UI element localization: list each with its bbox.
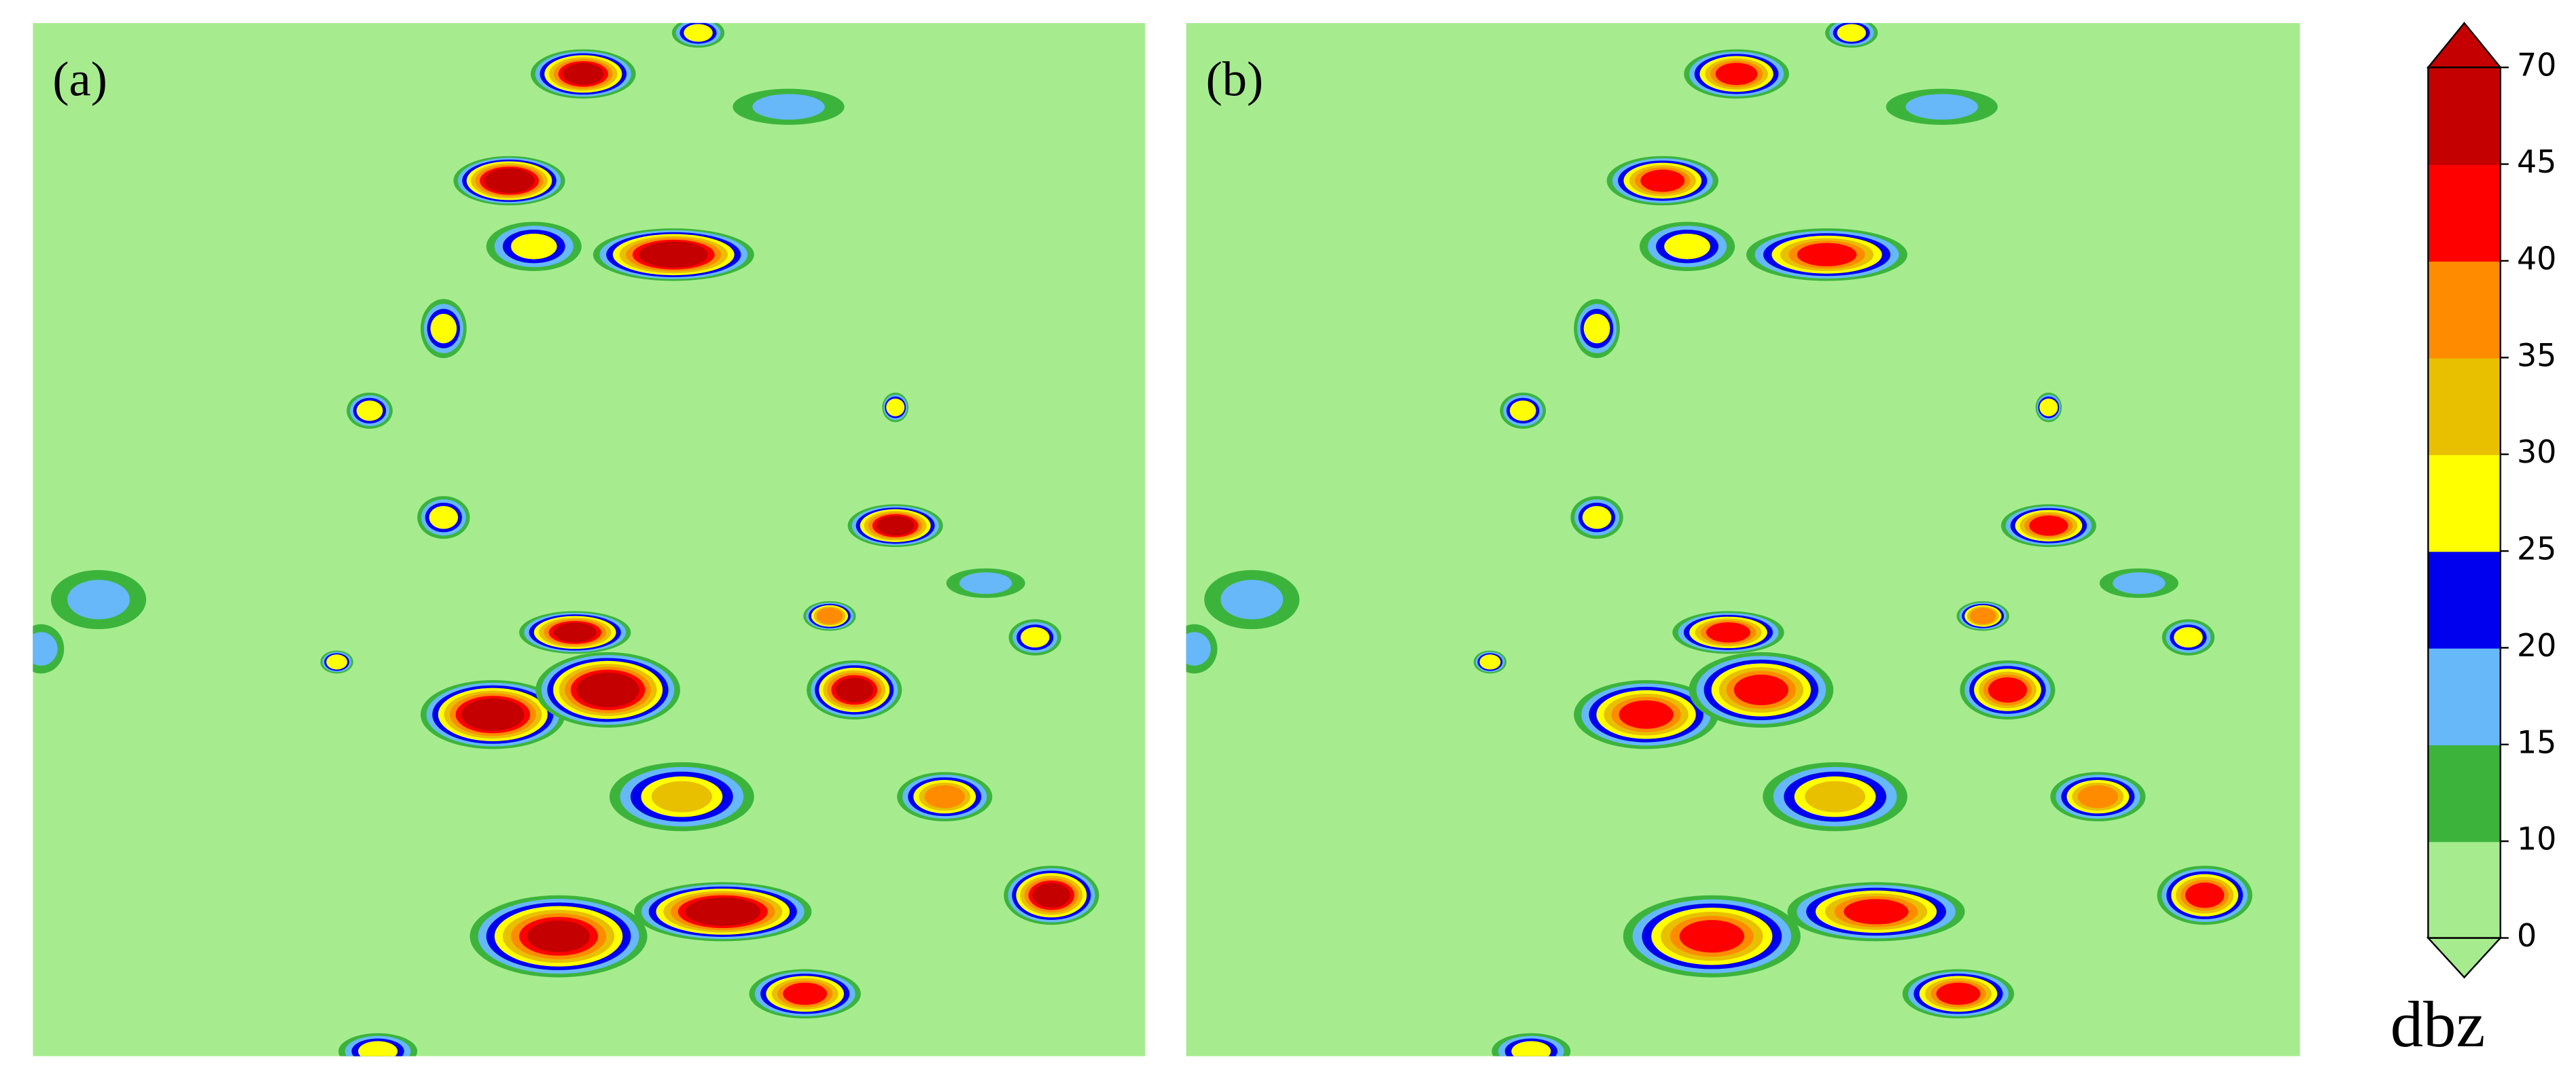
echo-cell [461,698,525,731]
echo-cell [1582,505,1612,529]
echo-cell [684,24,713,42]
colorbar-segment [2428,164,2501,262]
echo-cell [1969,607,1996,624]
colorbar-tick-label: 10 [2517,821,2556,857]
colorbar-segment [2428,551,2501,649]
echo-cell [2077,785,2119,808]
echo-cell [1664,233,1710,260]
echo-cell [356,400,383,421]
echo-cell [1640,169,1685,192]
echo-cell [1715,63,1758,86]
panel-label: (a) [52,51,107,106]
echo-cell [2174,627,2203,648]
colorbar-segment [2428,260,2501,359]
colorbar-segment [2428,647,2501,746]
echo-cell [527,920,590,953]
colorbar-tick-label: 25 [2517,531,2556,567]
echo-cell [783,982,828,1006]
echo-cell [510,233,557,260]
colorbar-extend-low [2426,937,2503,979]
echo-cell [67,580,130,620]
echo-cell [685,897,761,926]
map-background [33,22,1146,1056]
colorbar-tick-label: 35 [2517,337,2556,374]
echo-cell [326,654,348,670]
echo-cell [1733,675,1788,705]
echo-cell [2185,883,2225,908]
colorbar-tick-label: 45 [2517,143,2556,180]
echo-cell [358,1041,398,1056]
echo-cell [835,677,874,702]
echo-cell [33,632,58,666]
echo-cell [1583,313,1610,344]
colorbar-tick-label: 15 [2517,724,2556,760]
echo-cell [484,168,535,194]
echo-cell [2029,515,2068,536]
echo-cell [430,313,457,344]
colorbar-tick-label: 40 [2517,240,2556,277]
echo-cell [1679,920,1744,953]
echo-cell [1936,982,1981,1006]
echo-cell [1843,899,1909,925]
map-background [1186,22,2300,1056]
colorbar-segment [2428,841,2501,939]
echo-cell [1511,1041,1551,1056]
echo-cell [639,241,709,268]
echo-cell [1619,700,1674,729]
echo-cell [651,781,712,813]
colorbar-tick-label: 70 [2517,47,2556,84]
echo-cell [2039,398,2058,416]
echo-cell [553,622,597,643]
colorbar-segment [2428,357,2501,455]
echo-cell [924,785,966,808]
echo-cell [816,607,843,624]
echo-cell [429,505,459,529]
echo-cell [1988,677,2028,703]
echo-cell [1805,781,1866,813]
colorbar-frame [2427,66,2501,939]
echo-cell [1905,94,1978,120]
echo-cell [1032,883,1071,908]
echo-cell [959,572,1012,594]
colorbar-label: dbz [2390,988,2486,1061]
echo-cell [1706,622,1750,643]
echo-cell [1837,24,1867,42]
colorbar-tick-label: 20 [2517,627,2556,664]
echo-cell [1020,627,1050,648]
colorbar-segment [2428,744,2501,842]
colorbar-extend-high [2426,21,2503,69]
colorbar-tick-label: 30 [2517,433,2556,470]
echo-cell [1797,243,1857,266]
panel-label: (b) [1206,51,1264,106]
echo-cell [1186,632,1211,666]
echo-cell [563,63,604,85]
echo-cell [1509,400,1536,421]
echo-cell [752,94,825,120]
echo-cell [1220,580,1284,620]
map-panel [33,22,1146,1056]
colorbar-segment [2428,67,2501,165]
map-panel [1186,22,2300,1056]
echo-cell [1479,654,1501,670]
colorbar-tick-label: 0 [2517,917,2537,954]
echo-cell [576,672,639,708]
colorbar-segment [2428,454,2501,552]
echo-cell [876,516,915,536]
echo-cell [886,398,905,416]
echo-cell [2113,572,2166,594]
